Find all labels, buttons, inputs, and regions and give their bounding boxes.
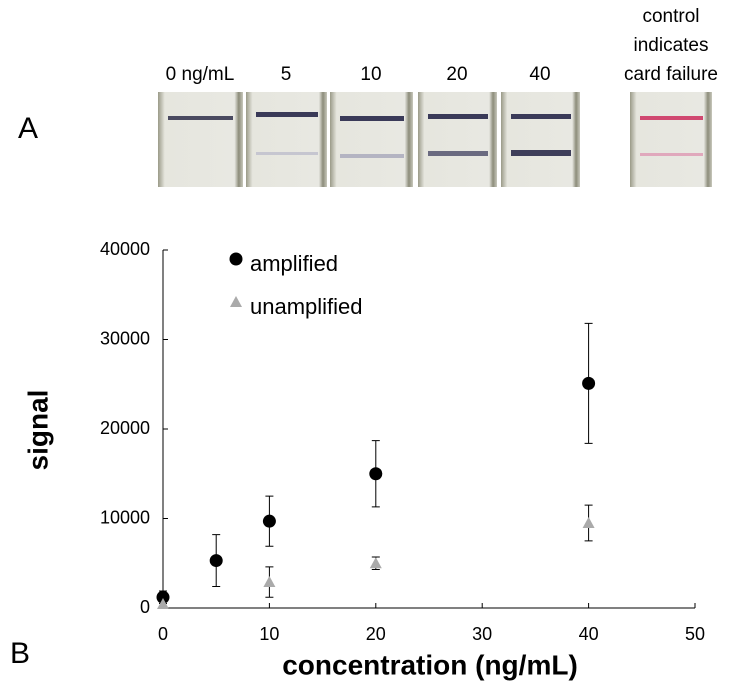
plot: 0 10000 20000 30000 40000 0 10 20 30 40 50 concentr… bbox=[22, 239, 705, 681]
x-tick-label: 30 bbox=[472, 624, 492, 644]
panel-label: A bbox=[18, 112, 38, 145]
test-band bbox=[256, 112, 318, 117]
control-band bbox=[640, 116, 703, 120]
strip-photo bbox=[158, 92, 243, 187]
strip-photo bbox=[418, 92, 497, 187]
test-band bbox=[340, 116, 404, 121]
test-band bbox=[168, 116, 233, 120]
y-tick-label: 30000 bbox=[100, 328, 150, 348]
point bbox=[157, 597, 169, 609]
point bbox=[582, 376, 596, 390]
strip-labels: 0 ng/mL 5 10 20 40 control indicates card failu… bbox=[166, 6, 718, 85]
strips bbox=[158, 92, 712, 187]
point bbox=[582, 516, 595, 528]
legend-marker bbox=[230, 296, 242, 307]
x-axis-title: concentration (ng/mL) bbox=[282, 649, 578, 680]
control-band bbox=[640, 153, 703, 156]
legend-marker bbox=[229, 252, 243, 266]
strip-photo bbox=[246, 92, 327, 187]
panel-label: B bbox=[10, 637, 30, 670]
point bbox=[369, 467, 383, 481]
x-tick-label: 40 bbox=[579, 624, 599, 644]
y-tick-label: 0 bbox=[140, 597, 150, 617]
x-tick-label: 50 bbox=[685, 624, 705, 644]
point bbox=[263, 576, 276, 588]
strip-label: 20 bbox=[446, 64, 467, 85]
strip-label: 10 bbox=[360, 64, 381, 85]
test-band bbox=[428, 151, 488, 156]
test-band bbox=[428, 114, 488, 119]
legend-entry: unamplified bbox=[250, 294, 363, 319]
point bbox=[369, 557, 382, 569]
legend-entry: amplified bbox=[250, 251, 338, 276]
y-tick-label: 40000 bbox=[100, 239, 150, 259]
y-axis-title: signal bbox=[22, 390, 53, 471]
test-band bbox=[340, 154, 404, 158]
strip-label: 0 ng/mL bbox=[166, 64, 235, 85]
point bbox=[156, 590, 170, 604]
strip-label: 40 bbox=[529, 64, 550, 85]
strip-photo bbox=[630, 92, 712, 187]
x-tick-label: 10 bbox=[259, 624, 279, 644]
test-band bbox=[511, 114, 571, 119]
y-tick-label: 20000 bbox=[100, 418, 150, 438]
strip-photo bbox=[501, 92, 580, 187]
strip-label: indicates bbox=[634, 35, 709, 56]
strip-label: control bbox=[642, 6, 699, 27]
test-band bbox=[511, 150, 571, 156]
test-band bbox=[256, 152, 318, 155]
point bbox=[262, 514, 276, 528]
point bbox=[209, 554, 223, 568]
strip-photo bbox=[330, 92, 413, 187]
x-tick-label: 20 bbox=[366, 624, 386, 644]
x-tick-label: 0 bbox=[158, 624, 168, 644]
strip-label: card failure bbox=[624, 64, 718, 85]
strip-label: 5 bbox=[281, 64, 292, 85]
y-tick-label: 10000 bbox=[100, 507, 150, 527]
